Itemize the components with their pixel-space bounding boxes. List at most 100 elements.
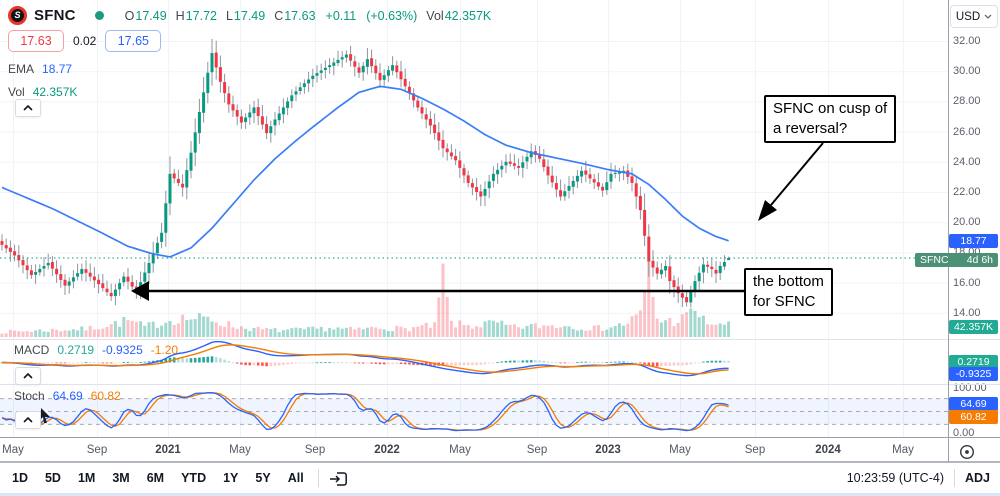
sell-button[interactable]: 17.63: [8, 30, 64, 52]
range-button-1y[interactable]: 1Y: [223, 471, 239, 485]
countdown-symbol: SFNC: [920, 254, 949, 266]
time-tick: May: [449, 444, 471, 456]
volume-label: Vol: [426, 8, 444, 23]
range-button-5y[interactable]: 5Y: [255, 471, 271, 485]
price-tick: 32.00: [953, 35, 981, 47]
spread-value: 0.02: [73, 34, 97, 48]
reversal-annotation-line2: a reversal?: [773, 120, 848, 137]
price-tick: 16.00: [953, 276, 981, 289]
bottom-edge: [0, 493, 1000, 496]
countdown-badge: SFNC 4d 6h: [915, 253, 998, 267]
macd-hist-value: 0.2719: [57, 343, 95, 357]
bottom-toolbar: 1D 5D 1M 3M 6M YTD 1Y 5Y All 10:23:59 (UTC-4) AD…: [0, 463, 1000, 493]
clock: 10:23:59 (UTC-4): [846, 471, 944, 485]
currency-label: USD: [955, 10, 981, 23]
reversal-annotation[interactable]: SFNC on cusp of a reversal?: [764, 95, 897, 143]
range-button-1d[interactable]: 1D: [12, 471, 28, 485]
bid-ask-row: 17.63 0.02 17.65: [8, 30, 162, 52]
collapse-macd-pane-button[interactable]: [15, 367, 41, 385]
time-tick: Sep: [86, 444, 108, 456]
low-value: 17.49: [233, 8, 266, 23]
ema-label: EMA: [8, 62, 35, 76]
go-to-date-button[interactable]: [329, 469, 349, 488]
bottom-annotation[interactable]: the bottom for SFNC: [744, 268, 833, 316]
toolbar-divider: [953, 469, 955, 487]
reversal-annotation-line1: SFNC on cusp of: [773, 100, 888, 117]
vol-label: Vol: [8, 85, 25, 99]
cursor-icon: [40, 408, 52, 424]
stoch-pane[interactable]: [0, 385, 948, 437]
high-label: H: [175, 8, 185, 23]
time-tick: May: [2, 444, 24, 456]
adjust-toggle[interactable]: ADJ: [964, 471, 990, 485]
open-label: O: [124, 8, 135, 23]
stoch-label: Stoch: [14, 389, 45, 403]
price-tick: 20.00: [953, 216, 981, 229]
volume-badge: 42.357K: [949, 320, 998, 334]
macd-line-badge: -0.9325: [949, 367, 998, 381]
close-value: 17.63: [284, 8, 316, 23]
time-tick: 2021: [155, 444, 181, 456]
range-button-1m[interactable]: 1M: [77, 471, 96, 485]
time-tick: 2023: [595, 444, 621, 456]
macd-hist-badge: 0.2719: [949, 355, 998, 369]
collapse-stoch-pane-button[interactable]: [15, 411, 41, 429]
time-tick: May: [892, 444, 914, 456]
macd-label: MACD: [14, 343, 50, 357]
vol-value: 42.357K: [32, 85, 78, 99]
bottom-annotation-line2: for SFNC: [753, 293, 816, 310]
time-tick: 2022: [374, 444, 400, 456]
market-status-icon: [94, 11, 104, 20]
ema-price-badge: 18.77: [949, 234, 998, 248]
symbol-header: S SFNC O17.49 H17.72 L17.49 C17.63 +0.11…: [8, 6, 491, 25]
bottom-annotation-line1: the bottom: [753, 273, 824, 290]
ema-legend[interactable]: EMA 18.77: [8, 62, 72, 76]
macd-legend[interactable]: MACD 0.2719 -0.9325 -1.20: [14, 343, 178, 357]
change-percent: (+0.63%): [366, 8, 418, 23]
scale-settings-icon[interactable]: [958, 443, 976, 461]
countdown-time: 4d 6h: [966, 254, 993, 266]
time-tick: Sep: [744, 444, 766, 456]
range-button-ytd[interactable]: YTD: [181, 471, 207, 485]
time-tick: May: [229, 444, 251, 456]
range-button-6m[interactable]: 6M: [146, 471, 165, 485]
range-buttons: 1D 5D 1M 3M 6M YTD 1Y 5Y All: [12, 471, 304, 485]
price-tick: 22.00: [953, 186, 981, 198]
symbol-name[interactable]: SFNC: [34, 7, 76, 24]
price-tick: 28.00: [953, 95, 981, 108]
collapse-main-pane-button[interactable]: [15, 99, 41, 117]
ohlc-readout: O17.49 H17.72 L17.49 C17.63 +0.11 (+0.63…: [125, 9, 492, 23]
stoch-k-value: 64.69: [52, 389, 83, 403]
stoch-d-badge: 60.82: [949, 410, 998, 424]
macd-pane[interactable]: [0, 341, 948, 384]
symbol-logo-icon: S: [8, 6, 27, 25]
volume-legend[interactable]: Vol 42.357K: [8, 85, 77, 99]
volume-value: 42.357K: [444, 8, 492, 23]
toolbar-divider: [317, 469, 319, 487]
stoch-k-badge: 64.69: [949, 397, 998, 411]
chevron-down-icon: [984, 14, 992, 19]
range-button-3m[interactable]: 3M: [112, 471, 130, 485]
range-button-5d[interactable]: 5D: [44, 471, 61, 485]
high-value: 17.72: [185, 8, 217, 23]
macd-line-value: -0.9325: [102, 343, 143, 357]
range-button-all[interactable]: All: [287, 471, 304, 485]
price-tick: 30.00: [953, 65, 981, 78]
ema-value: 18.77: [42, 62, 73, 76]
open-value: 17.49: [135, 8, 167, 23]
time-tick: May: [669, 444, 691, 456]
change-value: +0.11: [325, 8, 357, 23]
close-label: C: [274, 8, 284, 23]
stoch-legend[interactable]: Stoch 64.69 60.82: [14, 389, 121, 403]
time-tick: Sep: [526, 444, 548, 456]
stoch-lower-tick: 0.00: [953, 427, 975, 439]
stoch-d-value: 60.82: [90, 389, 121, 403]
buy-button[interactable]: 17.65: [105, 30, 162, 52]
time-tick: 2024: [815, 444, 841, 456]
price-tick: 14.00: [953, 306, 981, 319]
low-label: L: [225, 8, 233, 23]
price-pane[interactable]: [0, 0, 948, 338]
currency-selector[interactable]: USD: [950, 5, 998, 28]
